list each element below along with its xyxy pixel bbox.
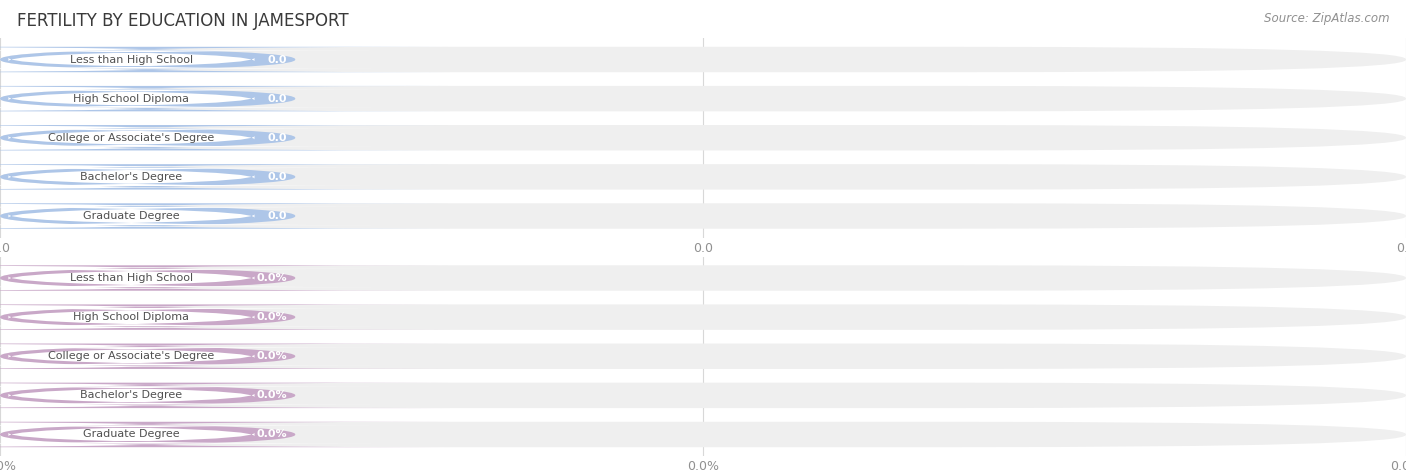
Text: Graduate Degree: Graduate Degree: [83, 211, 180, 221]
Text: College or Associate's Degree: College or Associate's Degree: [48, 351, 215, 361]
FancyBboxPatch shape: [0, 304, 450, 330]
FancyBboxPatch shape: [0, 386, 402, 405]
Text: 0.0%: 0.0%: [256, 390, 287, 400]
Text: High School Diploma: High School Diploma: [73, 94, 190, 104]
Text: 0.0: 0.0: [267, 55, 287, 65]
FancyBboxPatch shape: [0, 422, 450, 447]
Text: High School Diploma: High School Diploma: [73, 312, 190, 322]
FancyBboxPatch shape: [0, 47, 450, 72]
FancyBboxPatch shape: [0, 343, 1406, 369]
Text: Graduate Degree: Graduate Degree: [83, 429, 180, 439]
FancyBboxPatch shape: [0, 203, 1406, 228]
Text: Source: ZipAtlas.com: Source: ZipAtlas.com: [1264, 12, 1389, 25]
Text: 0.0%: 0.0%: [256, 351, 287, 361]
Text: 0.0: 0.0: [267, 211, 287, 221]
FancyBboxPatch shape: [0, 86, 450, 111]
FancyBboxPatch shape: [0, 164, 450, 190]
FancyBboxPatch shape: [0, 89, 402, 108]
Text: 0.0%: 0.0%: [256, 429, 287, 439]
FancyBboxPatch shape: [0, 129, 402, 147]
Text: Less than High School: Less than High School: [70, 273, 193, 283]
FancyBboxPatch shape: [0, 125, 1406, 151]
FancyBboxPatch shape: [0, 50, 402, 69]
FancyBboxPatch shape: [0, 422, 1406, 447]
FancyBboxPatch shape: [0, 207, 402, 225]
FancyBboxPatch shape: [0, 125, 450, 151]
Text: College or Associate's Degree: College or Associate's Degree: [48, 133, 215, 143]
FancyBboxPatch shape: [0, 86, 1406, 111]
FancyBboxPatch shape: [0, 425, 402, 444]
FancyBboxPatch shape: [0, 343, 450, 369]
FancyBboxPatch shape: [0, 47, 1406, 72]
FancyBboxPatch shape: [0, 266, 1406, 291]
Text: 0.0: 0.0: [267, 94, 287, 104]
Text: Less than High School: Less than High School: [70, 55, 193, 65]
FancyBboxPatch shape: [0, 383, 1406, 408]
FancyBboxPatch shape: [0, 203, 450, 228]
Text: Bachelor's Degree: Bachelor's Degree: [80, 172, 183, 182]
FancyBboxPatch shape: [0, 347, 402, 365]
FancyBboxPatch shape: [0, 269, 402, 287]
Text: 0.0%: 0.0%: [256, 273, 287, 283]
Text: FERTILITY BY EDUCATION IN JAMESPORT: FERTILITY BY EDUCATION IN JAMESPORT: [17, 12, 349, 30]
FancyBboxPatch shape: [0, 164, 1406, 190]
FancyBboxPatch shape: [0, 383, 450, 408]
Text: Bachelor's Degree: Bachelor's Degree: [80, 390, 183, 400]
FancyBboxPatch shape: [0, 308, 402, 326]
FancyBboxPatch shape: [0, 304, 1406, 330]
FancyBboxPatch shape: [0, 168, 402, 186]
Text: 0.0: 0.0: [267, 133, 287, 143]
FancyBboxPatch shape: [0, 266, 450, 291]
Text: 0.0: 0.0: [267, 172, 287, 182]
Text: 0.0%: 0.0%: [256, 312, 287, 322]
